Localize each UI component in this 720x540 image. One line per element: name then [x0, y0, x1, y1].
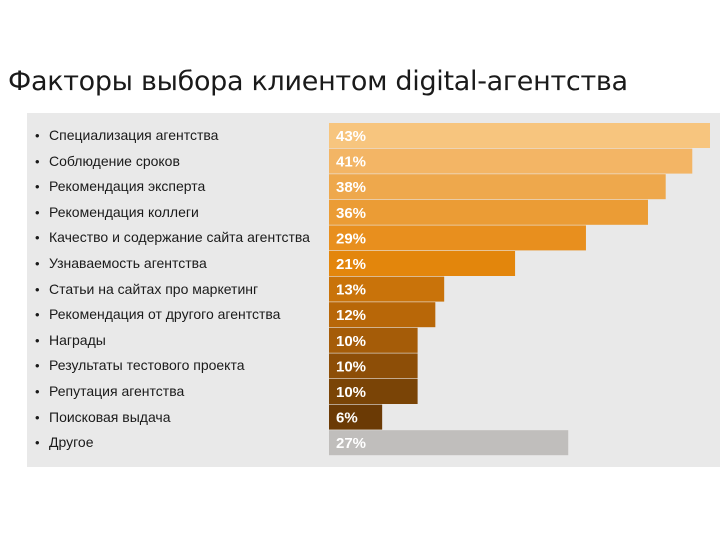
- category-label-text: Соблюдение сроков: [49, 152, 180, 169]
- category-label-text: Результаты тестового проекта: [49, 357, 245, 374]
- bullet-icon: •: [35, 332, 40, 348]
- category-label-text: Награды: [49, 331, 106, 348]
- data-label: 10%: [336, 384, 366, 401]
- bullet-icon: •: [35, 128, 40, 143]
- category-label: • Качество и содержание сайта агентства: [35, 225, 310, 250]
- data-label: 38%: [336, 179, 366, 196]
- bullet-icon: •: [35, 358, 40, 374]
- category-label: • Рекомендация эксперта: [35, 174, 205, 199]
- bar: [329, 174, 666, 200]
- bar: [329, 123, 710, 148]
- bullet-icon: •: [35, 307, 40, 323]
- category-label: • Результаты тестового проекта: [35, 353, 245, 378]
- data-label: 13%: [336, 282, 366, 299]
- chart-panel: • Специализация агентства • Соблюдение срок…: [27, 113, 720, 467]
- category-label-text: Рекомендация от другого агентства: [49, 306, 281, 323]
- bullet-icon: •: [35, 153, 40, 169]
- bar: [329, 148, 693, 174]
- category-label: • Статьи на сайтах про маркетинг: [35, 277, 258, 302]
- data-label: 10%: [336, 358, 366, 375]
- bar: [329, 379, 418, 404]
- bullet-icon: •: [35, 256, 40, 271]
- category-label-text: Качество и содержание сайта агентства: [49, 229, 310, 246]
- category-label: • Поисковая выдача: [35, 405, 171, 430]
- bar: [329, 225, 586, 251]
- category-label: • Другое: [35, 430, 93, 455]
- data-label: 10%: [336, 333, 366, 350]
- data-label: 36%: [336, 205, 366, 222]
- category-label: • Награды: [35, 328, 106, 353]
- bar-chart: 43% 41% 38% 36% 29% 21% 13% 12% 10% 10% 10% 6% 27%: [329, 123, 710, 456]
- category-label-text: Специализация агентства: [49, 127, 219, 143]
- bar: [329, 199, 648, 225]
- category-label-text: Поисковая выдача: [49, 408, 171, 425]
- bullet-icon: •: [35, 435, 40, 451]
- bullet-icon: •: [35, 384, 40, 399]
- bullet-icon: •: [35, 281, 40, 297]
- category-label: • Узнаваемость агентства: [35, 251, 207, 276]
- category-label: • Соблюдение сроков: [35, 149, 180, 174]
- category-label-text: Узнаваемость агентства: [49, 255, 207, 271]
- category-label-text: Репутация агентства: [49, 383, 185, 399]
- bullet-icon: •: [35, 204, 40, 220]
- data-label: 43%: [336, 128, 366, 145]
- category-label: • Специализация агентства: [35, 123, 218, 148]
- category-label: • Рекомендация коллеги: [35, 200, 199, 225]
- category-label-text: Рекомендация эксперта: [49, 178, 206, 195]
- data-label: 6%: [336, 410, 358, 427]
- bar: [329, 302, 436, 328]
- category-label-text: Другое: [49, 434, 94, 451]
- bullet-icon: •: [35, 409, 40, 425]
- category-label: • Репутация агентства: [35, 379, 184, 404]
- data-label: 29%: [336, 230, 366, 247]
- data-label: 21%: [336, 256, 366, 273]
- category-label: • Рекомендация от другого агентства: [35, 302, 280, 327]
- bullet-icon: •: [35, 179, 40, 195]
- category-label-text: Статьи на сайтах про маркетинг: [49, 280, 259, 297]
- data-label: 41%: [336, 154, 366, 171]
- bullet-icon: •: [35, 230, 40, 246]
- chart-title: Факторы выбора клиентом digital-агентств…: [8, 66, 628, 97]
- bar: [329, 327, 418, 353]
- bar: [329, 276, 445, 302]
- category-label-text: Рекомендация коллеги: [49, 203, 199, 220]
- data-label: 27%: [336, 435, 366, 452]
- bar: [329, 251, 516, 276]
- bar: [329, 353, 418, 379]
- bar: [329, 404, 383, 430]
- bar: [329, 430, 569, 456]
- data-label: 12%: [336, 307, 366, 324]
